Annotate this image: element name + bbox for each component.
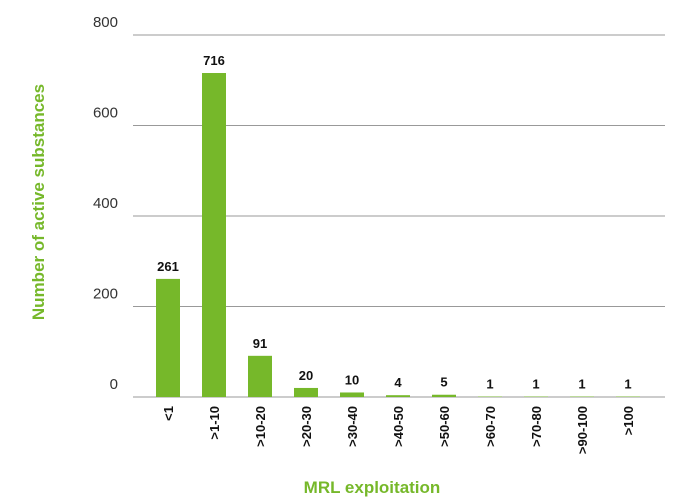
x-tick-label: >90-100 xyxy=(575,406,590,454)
bar xyxy=(340,392,364,397)
y-tick-label: 200 xyxy=(93,286,118,303)
x-tick-label: >70-80 xyxy=(529,406,544,447)
x-tick-label: >20-30 xyxy=(299,406,314,447)
value-label: 1 xyxy=(532,377,539,392)
value-label: 5 xyxy=(440,375,447,390)
y-tick-label: 800 xyxy=(93,14,118,31)
value-label: 10 xyxy=(345,372,359,387)
value-label: 1 xyxy=(624,377,631,392)
x-tick-label: <1 xyxy=(161,406,176,421)
y-tick-label: 400 xyxy=(93,195,118,212)
value-label: 20 xyxy=(299,368,313,383)
x-tick-label: >30-40 xyxy=(345,406,360,447)
y-tick-label: 600 xyxy=(93,105,118,122)
x-axis-title: MRL exploitation xyxy=(304,478,441,497)
y-tick-label: 0 xyxy=(110,376,118,393)
x-tick-label: >100 xyxy=(621,406,636,435)
x-tick-label: >50-60 xyxy=(437,406,452,447)
value-label: 716 xyxy=(203,53,225,68)
y-axis-title: Number of active substances xyxy=(29,84,48,320)
value-label: 1 xyxy=(486,377,493,392)
value-label: 261 xyxy=(157,259,179,274)
bar xyxy=(202,73,226,397)
bar xyxy=(294,387,318,397)
x-tick-label: >1-10 xyxy=(207,406,222,440)
value-label: 91 xyxy=(253,336,267,351)
x-tick-label: >40-50 xyxy=(391,406,406,447)
x-tick-label: >10-20 xyxy=(253,406,268,447)
x-tick-label: >60-70 xyxy=(483,406,498,447)
bar xyxy=(432,394,456,397)
value-label: 4 xyxy=(394,375,402,390)
bar xyxy=(248,355,272,397)
bar xyxy=(156,278,180,397)
bar xyxy=(386,395,410,397)
value-label: 1 xyxy=(578,377,585,392)
